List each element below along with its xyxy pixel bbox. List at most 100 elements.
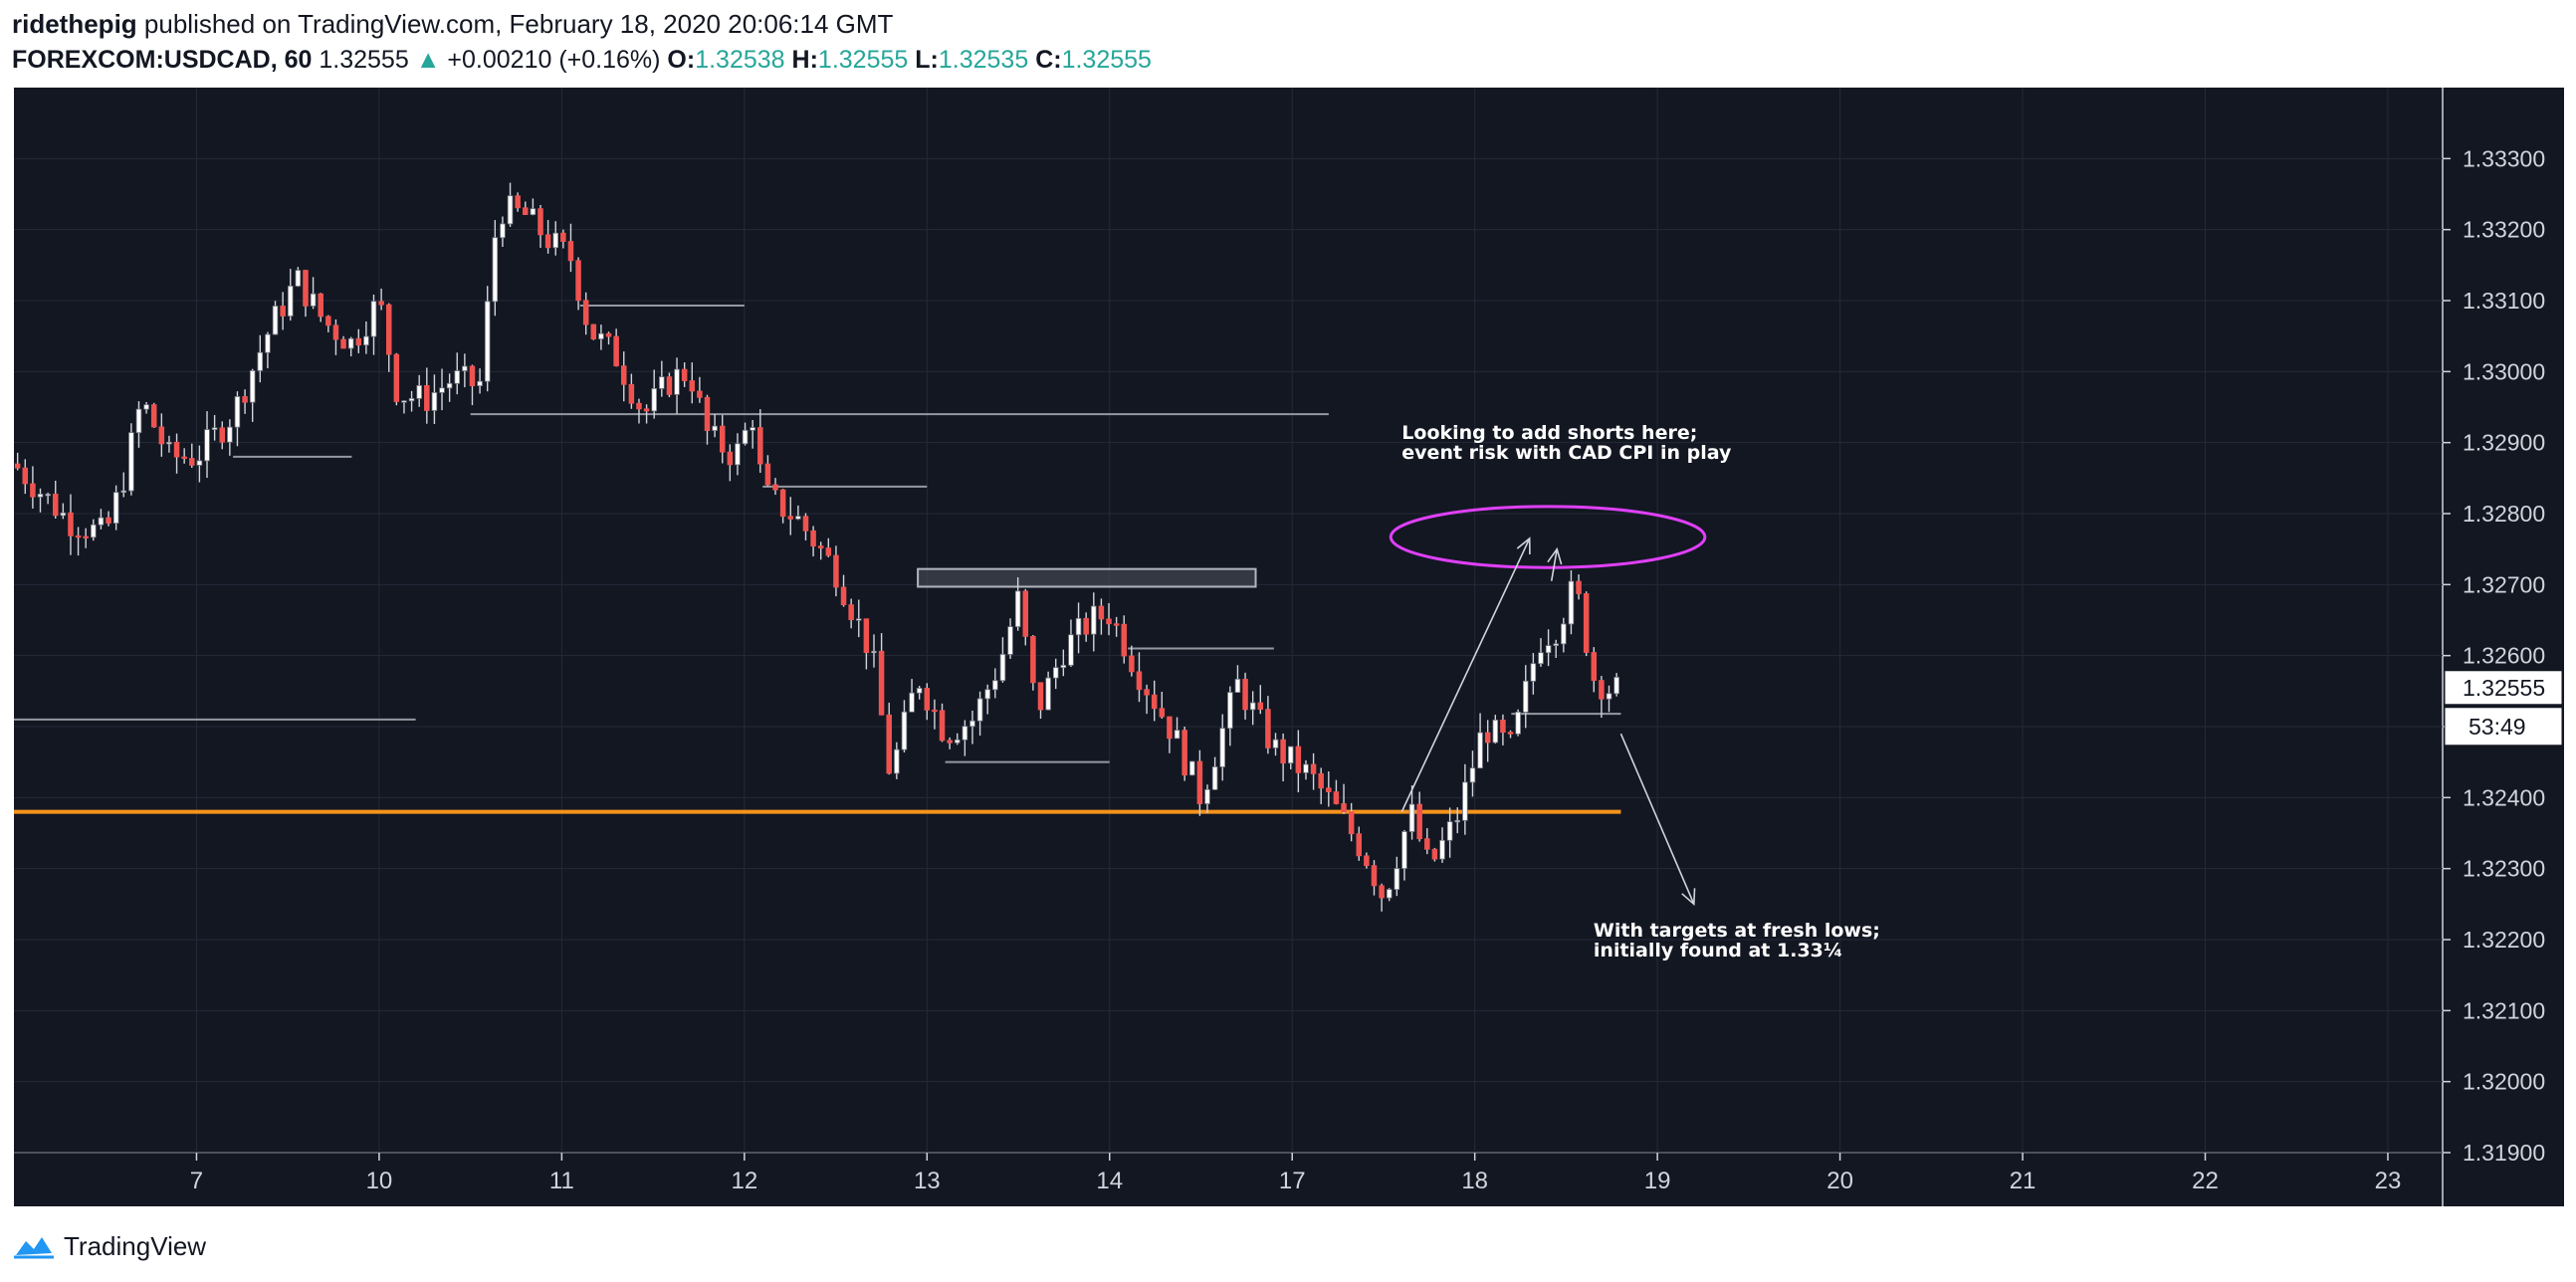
candle-down[interactable] [1341, 803, 1347, 813]
candle-down[interactable] [318, 293, 323, 318]
candle-down[interactable] [817, 545, 824, 549]
candle-up[interactable] [712, 425, 718, 431]
candle-up[interactable] [120, 490, 127, 494]
candle-up[interactable] [1530, 663, 1537, 682]
symbol-label[interactable]: FOREXCOM:USDCAD, 60 [12, 46, 313, 74]
candle-up[interactable] [1545, 645, 1552, 654]
candle-down[interactable] [219, 427, 225, 443]
candle-up[interactable] [287, 286, 294, 317]
candle-down[interactable] [242, 396, 248, 403]
candle-up[interactable] [1014, 590, 1021, 628]
candle-up[interactable] [1189, 760, 1195, 776]
candle-down[interactable] [1318, 772, 1324, 789]
candle-down[interactable] [810, 530, 816, 547]
candle-up[interactable] [446, 382, 453, 389]
candle-up[interactable] [1394, 868, 1400, 890]
candle-down[interactable] [1030, 635, 1036, 684]
candle-up[interactable] [370, 301, 377, 337]
candle-down[interactable] [1348, 811, 1355, 835]
candle-down[interactable] [1022, 590, 1029, 637]
candle-up[interactable] [1386, 889, 1393, 899]
candle-down[interactable] [704, 396, 711, 431]
candle-up[interactable] [651, 387, 657, 412]
candle-down[interactable] [1379, 885, 1385, 899]
candle-up[interactable] [431, 392, 438, 411]
candle-down[interactable] [378, 301, 384, 306]
candle-up[interactable] [249, 370, 256, 403]
candle-down[interactable] [1106, 618, 1112, 625]
candle-down[interactable] [1167, 716, 1173, 740]
candle-down[interactable] [1507, 732, 1514, 735]
target-ellipse[interactable] [1389, 505, 1707, 569]
candle-down[interactable] [825, 547, 832, 556]
candle-down[interactable] [1037, 682, 1044, 711]
candle-up[interactable] [227, 426, 233, 443]
candle-up[interactable] [916, 688, 923, 694]
candle-down[interactable] [1310, 763, 1317, 774]
candle-down[interactable] [1416, 803, 1422, 840]
candle-down[interactable] [636, 402, 642, 410]
candle-up[interactable] [60, 512, 67, 517]
candle-down[interactable] [1371, 865, 1378, 887]
candle-down[interactable] [1242, 678, 1248, 711]
candle-down[interactable] [560, 232, 566, 243]
candle-up[interactable] [98, 517, 105, 526]
candle-up[interactable] [272, 306, 279, 335]
up-projection-arrow[interactable] [1400, 537, 1531, 812]
candle-down[interactable] [30, 483, 36, 498]
candle-up[interactable] [310, 293, 317, 307]
candle-up[interactable] [454, 370, 461, 384]
candle-down[interactable] [1576, 580, 1582, 594]
candle-up[interactable] [196, 460, 203, 466]
candle-up[interactable] [416, 384, 422, 399]
candle-up[interactable] [976, 698, 983, 722]
candle-up[interactable] [1408, 803, 1415, 832]
candle-down[interactable] [924, 688, 931, 711]
candle-up[interactable] [1446, 821, 1453, 841]
candle-up[interactable] [894, 748, 900, 774]
candle-up[interactable] [1523, 680, 1529, 713]
resistance-zone[interactable] [917, 567, 1257, 588]
candle-up[interactable] [962, 726, 968, 741]
candle-down[interactable] [22, 467, 29, 485]
tradingview-brand[interactable]: TradingView [64, 1230, 207, 1261]
annotation-add-shorts-line[interactable]: Looking to add shorts here; [1401, 422, 1697, 444]
candle-up[interactable] [135, 408, 142, 434]
candle-down[interactable] [523, 207, 529, 216]
candle-up[interactable] [204, 429, 210, 462]
candle-up[interactable] [992, 680, 998, 691]
candle-up[interactable] [439, 387, 445, 393]
candle-down[interactable] [1129, 655, 1135, 673]
candle-down[interactable] [681, 368, 688, 381]
candle-up[interactable] [1568, 580, 1575, 625]
candle-up[interactable] [659, 376, 665, 389]
candle-down[interactable] [764, 463, 771, 486]
candle-down[interactable] [1121, 623, 1128, 657]
candle-up[interactable] [909, 692, 915, 713]
candle-down[interactable] [1159, 708, 1166, 718]
candle-up[interactable] [484, 301, 491, 382]
candle-down[interactable] [52, 493, 59, 517]
candle-down[interactable] [1599, 680, 1605, 700]
candle-up[interactable] [45, 493, 51, 497]
candle-down[interactable] [697, 390, 703, 398]
candle-up[interactable] [257, 351, 264, 371]
candle-down[interactable] [757, 427, 763, 465]
candle-up[interactable] [552, 232, 558, 249]
candle-down[interactable] [779, 489, 786, 518]
candle-down[interactable] [878, 650, 885, 716]
candle-up[interactable] [1234, 678, 1241, 694]
candle-up[interactable] [1613, 677, 1619, 695]
candle-down[interactable] [469, 365, 476, 387]
candle-down[interactable] [158, 426, 165, 445]
candle-up[interactable] [1303, 763, 1309, 773]
candle-up[interactable] [1249, 702, 1256, 711]
candle-down[interactable] [1484, 732, 1491, 744]
candle-down[interactable] [332, 324, 339, 340]
candle-up[interactable] [871, 650, 877, 654]
candle-down[interactable] [939, 710, 946, 742]
candle-up[interactable] [234, 396, 241, 428]
candle-down[interactable] [75, 534, 82, 538]
candle-up[interactable] [1045, 677, 1051, 711]
candle-down[interactable] [833, 554, 839, 588]
